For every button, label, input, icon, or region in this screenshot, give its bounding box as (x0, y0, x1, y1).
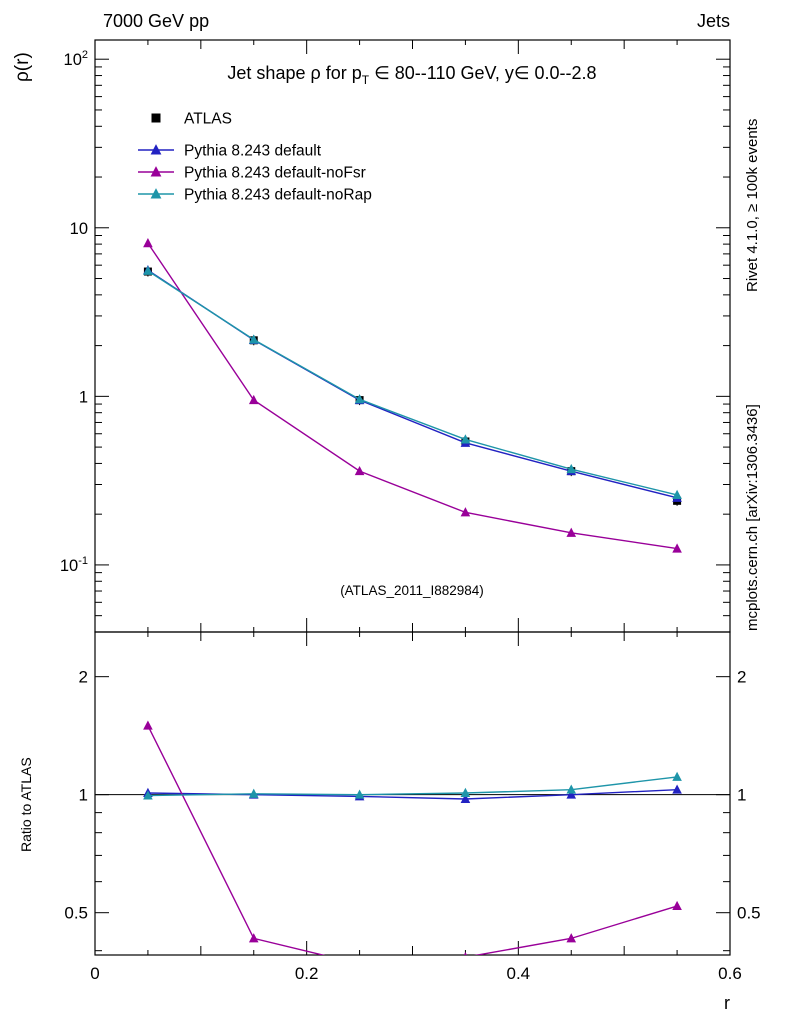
plot-title-prefix: Jet shape ρ for p (227, 63, 361, 83)
legend-entry-atlas: ATLAS (151, 111, 232, 128)
marker-triangle (354, 789, 365, 799)
header-process: Jets (697, 11, 730, 31)
marker-triangle (463, 951, 467, 955)
series-layer (143, 238, 682, 968)
x-axis-title: r (724, 993, 730, 1013)
x-tick-label: 0.6 (718, 964, 742, 983)
x-tick-label: 0 (90, 964, 99, 983)
marker-triangle (354, 394, 365, 404)
axes-layer: 10-1 1 10 102 0.5 0.5 1 1 2 2 0 0.2 0.4 0.6 (60, 39, 761, 983)
marker-triangle (566, 527, 577, 537)
marker-triangle (460, 793, 471, 803)
series-line-pythia-8-243-default (147, 269, 678, 499)
marker-triangle (355, 959, 365, 968)
ratio-panel-series (143, 720, 682, 968)
marker-triangle (248, 394, 259, 405)
marker-triangle (248, 788, 259, 798)
ratio-y-axis-title: Ratio to ATLAS (18, 757, 34, 852)
ratio-tick-label-right: 0.5 (737, 904, 761, 923)
marker-triangle (672, 900, 682, 911)
x-tick-label: 0.2 (295, 964, 319, 983)
side-caption-rivet: Rivet 4.1.0, ≥ 100k events (744, 119, 761, 292)
marker-triangle (672, 489, 682, 499)
legend-label: Pythia 8.243 default-noRap (184, 187, 372, 204)
ratio-line-pythia-8-243-default-norap (147, 776, 678, 797)
main-y-axis-title: ρ(r) (12, 52, 33, 82)
main-y-tick-label: 1 (79, 388, 88, 406)
main-y-tick-label: 10 (70, 220, 88, 238)
main-panel-frame (94, 39, 731, 633)
ratio-tick-label-right: 2 (737, 668, 746, 687)
marker-triangle (672, 771, 682, 781)
side-caption-mcplots: mcplots.cern.ch [arXiv:1306.3436] (744, 404, 761, 631)
marker-square (151, 113, 161, 123)
main-panel-series (143, 238, 682, 553)
marker-triangle (460, 787, 471, 797)
marker-triangle (460, 434, 471, 444)
legend-label: Pythia 8.243 default (184, 143, 322, 160)
marker-triangle (143, 265, 153, 275)
ratio-tick-label-left: 1 (79, 786, 88, 805)
marker-triangle (150, 188, 162, 199)
marker-triangle (460, 507, 471, 517)
marker-triangle (354, 465, 365, 476)
legend-entry-pythia-8-243-default: Pythia 8.243 default (138, 143, 322, 160)
marker-triangle (566, 789, 577, 799)
legend-label: Pythia 8.243 default-noFsr (184, 165, 366, 182)
legend: ATLAS Pythia 8.243 default Pythia 8.243 de… (138, 111, 372, 204)
marker-triangle (566, 933, 577, 943)
series-line-pythia-8-243-default-norap (147, 270, 678, 496)
main-y-tick-label: 102 (64, 49, 88, 69)
marker-triangle (143, 790, 153, 800)
legend-entry-pythia-8-243-default-nofsr: Pythia 8.243 default-noFsr (138, 165, 366, 182)
plot-title: Jet shape ρ for pT ∈ 80--110 GeV, y∈ 0.0… (227, 63, 596, 87)
x-tick-label: 0.4 (507, 964, 531, 983)
ratio-tick-label-right: 1 (737, 786, 746, 805)
series-line-pythia-8-243-default-nofsr (147, 242, 678, 550)
main-y-tick-label: 10-1 (60, 555, 88, 575)
marker-triangle (150, 144, 162, 155)
ratio-tick-label-left: 0.5 (64, 904, 88, 923)
legend-label: ATLAS (184, 111, 232, 128)
marker-triangle (248, 933, 259, 943)
marker-triangle (566, 784, 577, 794)
header-beam-energy: 7000 GeV pp (103, 11, 209, 31)
plot-title-suffix: ∈ 80--110 GeV, y∈ 0.0--2.8 (369, 63, 596, 83)
watermark: (ATLAS_2011_I882984) (340, 583, 484, 598)
marker-triangle (143, 720, 153, 730)
marker-triangle (566, 463, 577, 474)
marker-triangle (150, 166, 162, 177)
plot-title-sub: T (362, 73, 370, 87)
ratio-line-pythia-8-243-default-nofsr (147, 725, 678, 955)
marker-triangle (672, 784, 682, 794)
marker-triangle (248, 334, 259, 344)
ratio-tick-label-left: 2 (79, 668, 88, 687)
marker-triangle (143, 238, 153, 248)
legend-entry-pythia-8-243-default-norap: Pythia 8.243 default-noRap (138, 187, 372, 204)
marker-triangle (672, 543, 682, 553)
